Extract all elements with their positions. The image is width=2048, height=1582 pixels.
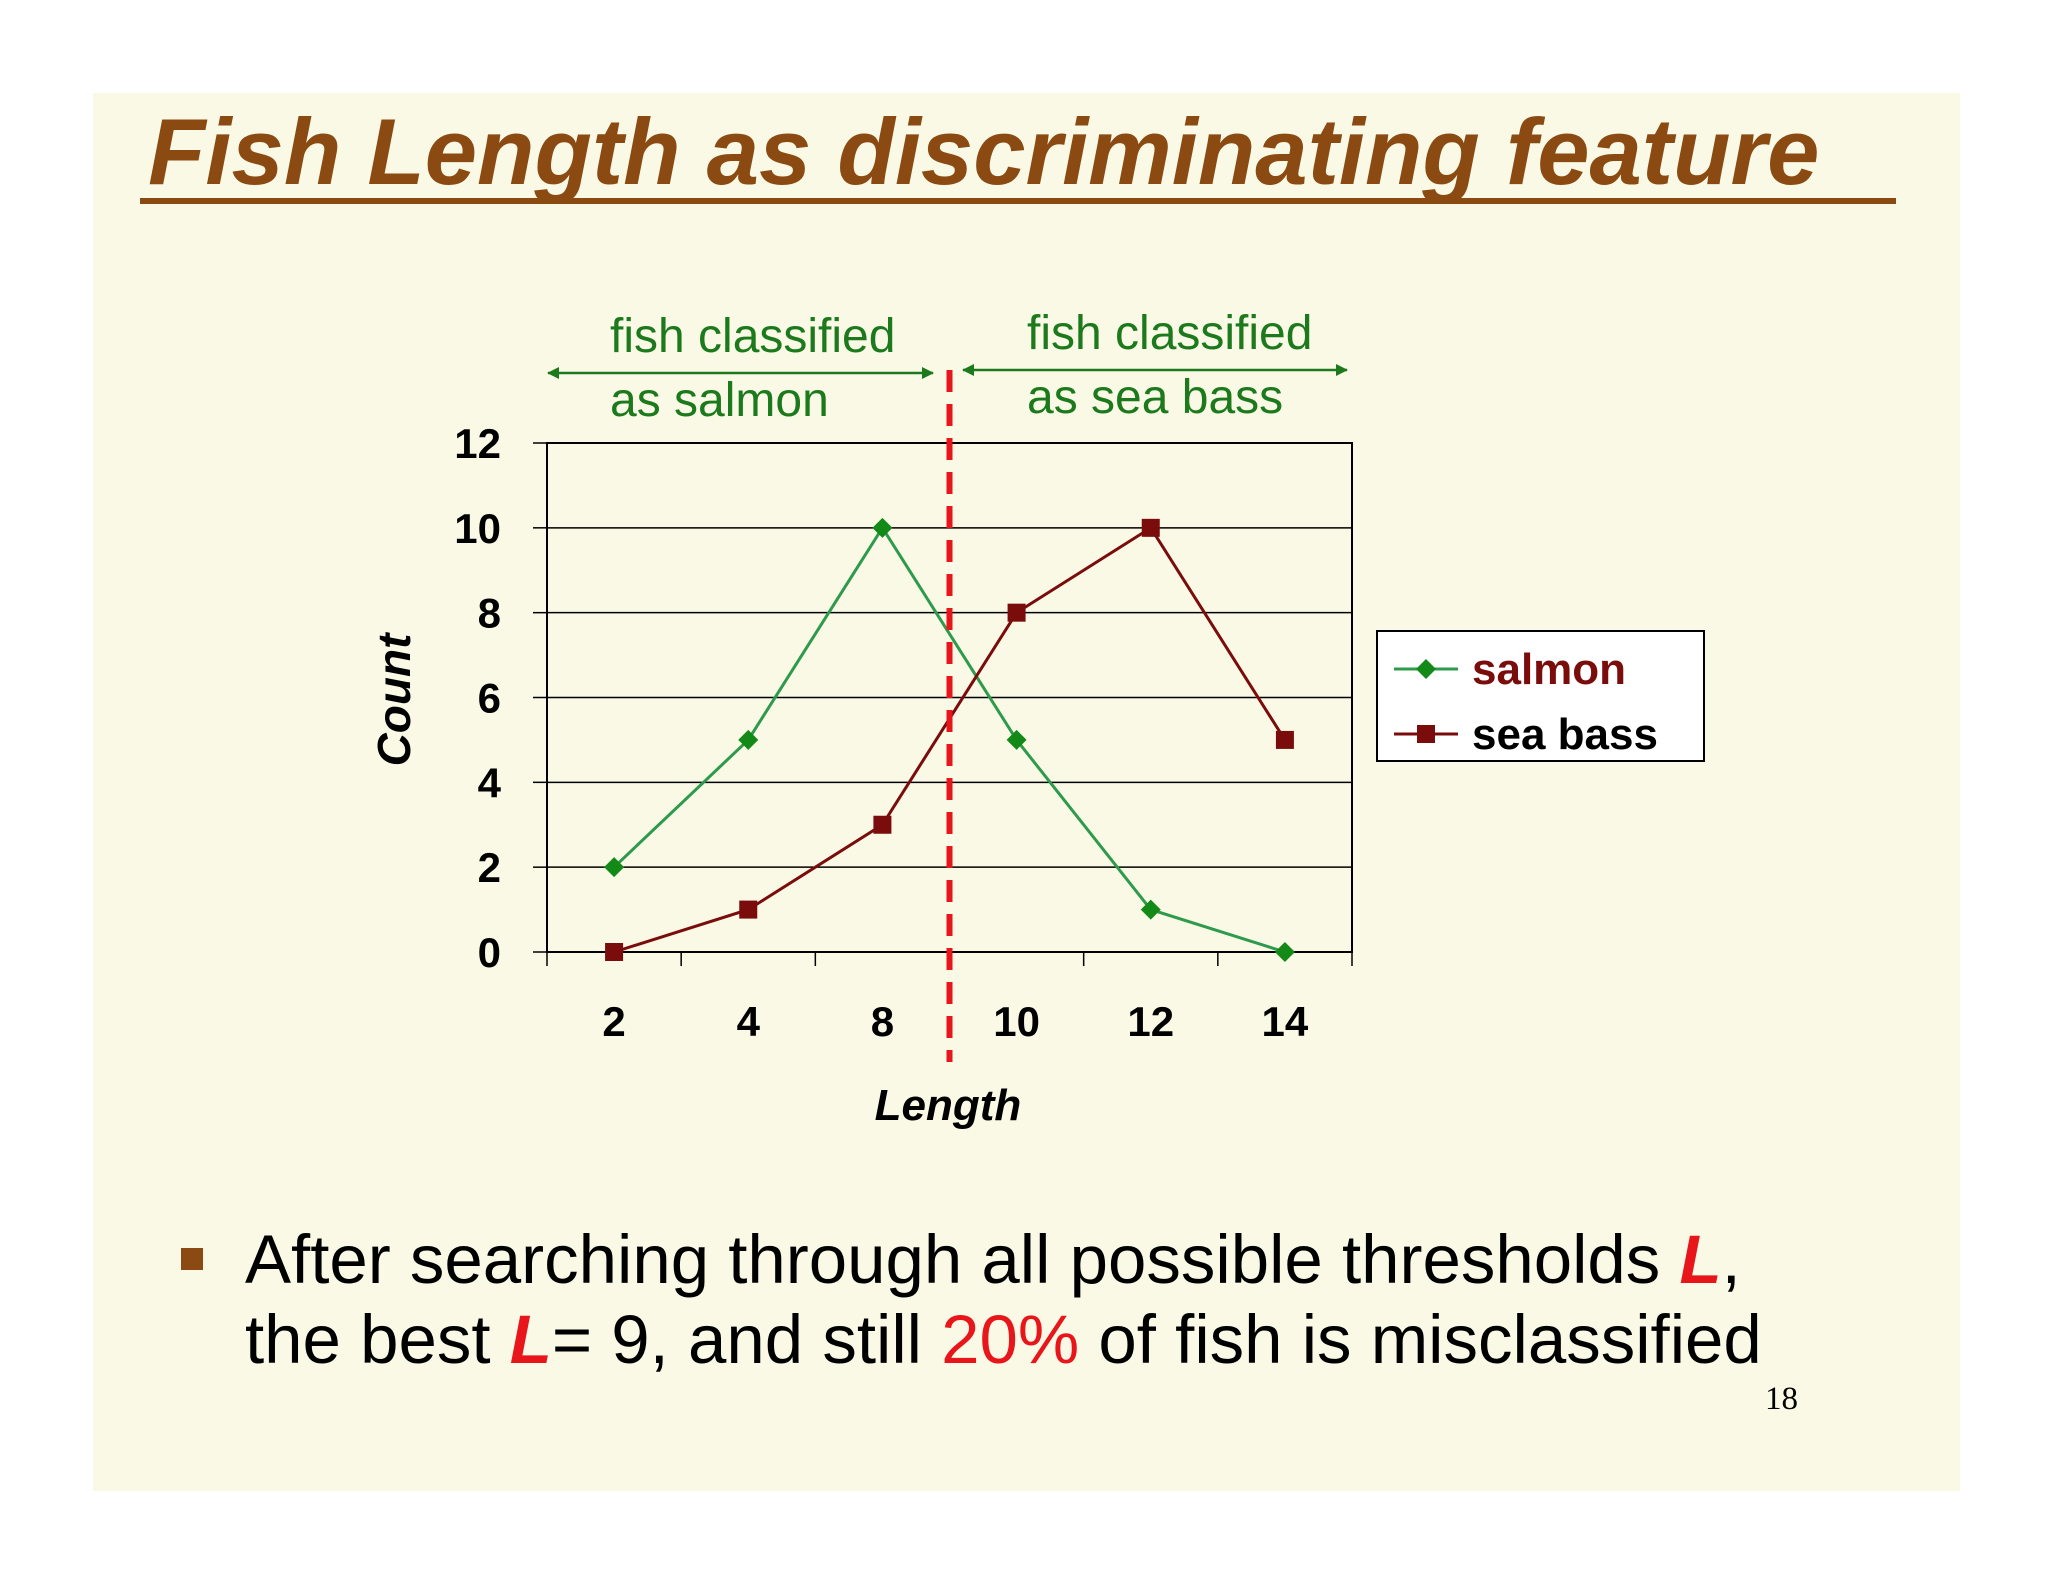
y-tick-label-8: 8 — [478, 590, 501, 637]
misclassified-percent: 20% — [941, 1301, 1080, 1378]
bullet-text-line1-a: After searching through all possible thr… — [245, 1221, 1680, 1298]
annotation-sea-bass: fish classified as sea bass — [962, 307, 1348, 424]
y-tick-label-10: 10 — [454, 505, 501, 552]
bullet-text: After searching through all possible thr… — [245, 1220, 1762, 1380]
point-sea-bass-12 — [1141, 518, 1160, 537]
x-tick-label-2: 2 — [602, 998, 625, 1045]
point-salmon-4 — [738, 729, 759, 750]
threshold-variable-2: L — [509, 1301, 552, 1378]
point-sea-bass-2 — [605, 943, 624, 961]
y-tick-label-4: 4 — [478, 759, 502, 806]
annotation-salmon: fish classified as salmon — [547, 310, 934, 427]
annotation-sea-bass-line2: as sea bass — [1027, 371, 1283, 424]
bullet-text-line2-a: the best — [245, 1301, 510, 1378]
annotation-sea-bass-line1: fish classified — [1027, 307, 1312, 360]
page-number: 18 — [1765, 1381, 1798, 1417]
x-tick-label-10: 10 — [993, 998, 1040, 1045]
bullet-text-line2-b: = 9, and still — [551, 1301, 942, 1378]
point-sea-bass-14 — [1275, 730, 1294, 749]
x-tick-label-14: 14 — [1262, 998, 1309, 1045]
point-salmon-14 — [1274, 942, 1295, 962]
y-tick-label-2: 2 — [478, 844, 501, 891]
x-tick-label-8: 8 — [871, 998, 894, 1045]
slide-title: Fish Length as discriminating feature — [148, 99, 1820, 204]
annotation-salmon-line1: fish classified — [610, 310, 895, 363]
legend: salmon sea bass — [1376, 630, 1705, 762]
bullet-text-line1-b: , — [1721, 1221, 1741, 1298]
threshold-variable: L — [1679, 1221, 1722, 1298]
legend-salmon-marker — [1416, 659, 1436, 679]
point-sea-bass-8 — [873, 815, 892, 834]
point-salmon-10 — [1006, 729, 1027, 750]
square-bullet-icon — [181, 1248, 203, 1270]
legend-sea-bass-label: sea bass — [1472, 710, 1658, 759]
legend-sea-bass-marker — [1417, 725, 1435, 743]
slide-background — [93, 93, 1960, 1491]
x-axis: 2 4 8 10 12 14 — [546, 952, 1353, 1045]
y-axis: 0 2 4 6 8 10 12 — [454, 420, 547, 976]
annotation-salmon-line2: as salmon — [610, 374, 829, 427]
point-sea-bass-10 — [1007, 603, 1026, 622]
series-markers — [604, 517, 1295, 962]
y-tick-label-0: 0 — [478, 929, 501, 976]
x-tick-label-4: 4 — [737, 998, 761, 1045]
y-tick-label-6: 6 — [478, 675, 501, 722]
y-axis-label: Count — [368, 632, 420, 767]
point-salmon-12 — [1140, 899, 1161, 920]
point-salmon-8 — [872, 517, 893, 538]
title-underline — [140, 198, 1896, 204]
y-tick-label-12: 12 — [454, 420, 501, 467]
point-salmon-2 — [604, 857, 625, 878]
x-tick-label-12: 12 — [1127, 998, 1174, 1045]
x-axis-label: Length — [875, 1081, 1022, 1130]
series-line-salmon — [613, 525, 1286, 954]
legend-salmon-label: salmon — [1472, 645, 1626, 694]
point-sea-bass-4 — [739, 900, 758, 919]
bullet-text-line2-c: of fish is misclassified — [1079, 1301, 1762, 1378]
